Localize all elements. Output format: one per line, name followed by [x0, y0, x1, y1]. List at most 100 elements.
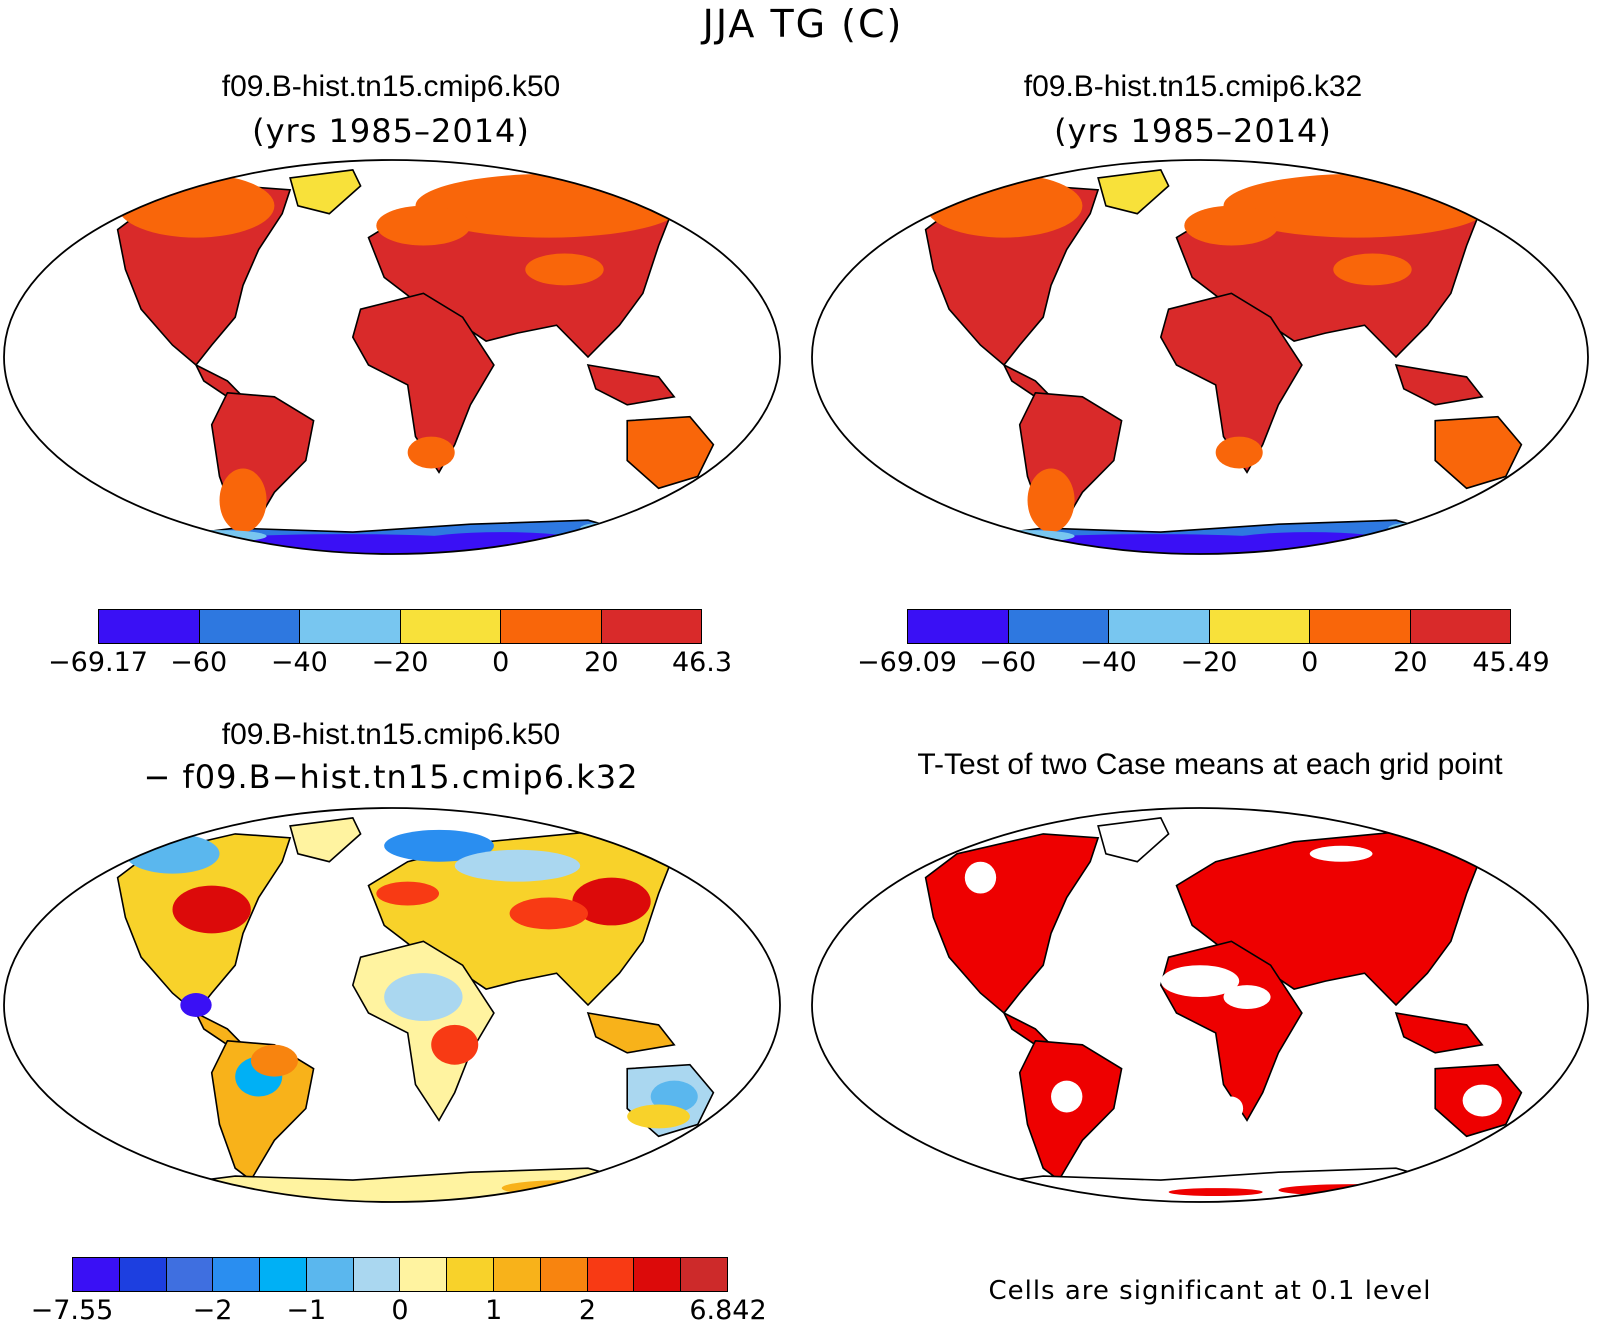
panel4-map — [811, 807, 1589, 1203]
panel2-subtitle: (yrs 1985–2014) — [1054, 112, 1332, 150]
figure-title: JJA TG (C) — [702, 2, 904, 46]
colorbar-swatch — [681, 1258, 727, 1291]
field-patch — [1168, 1188, 1263, 1197]
colorbar-tick-label: −60 — [170, 647, 228, 678]
field-patch — [580, 522, 643, 535]
map-border — [811, 159, 1589, 555]
field-patch — [376, 205, 471, 246]
field-patch — [250, 1044, 298, 1077]
colorbar-swatch — [1410, 610, 1510, 643]
colorbar-tick-label: −2 — [192, 1295, 233, 1326]
colorbar-tick-label: 20 — [1393, 647, 1428, 678]
colorbar-swatch — [73, 1258, 120, 1291]
colorbar-tick-label: 1 — [485, 1295, 503, 1326]
land-australia — [626, 415, 715, 490]
land-africa — [351, 940, 495, 1122]
colorbar-swatch — [634, 1258, 682, 1291]
panel4-title: T-Test of two Case means at each grid po… — [917, 748, 1503, 781]
colorbar-swatch — [908, 610, 1009, 643]
field-patch — [376, 881, 440, 906]
colorbar-tick-label: −20 — [371, 647, 429, 678]
significance-note: Cells are significant at 0.1 level — [988, 1276, 1432, 1306]
field-patch — [964, 861, 997, 894]
panel1-map — [3, 159, 781, 555]
field-patch — [501, 1180, 628, 1197]
field-patch — [164, 1182, 228, 1195]
field-patch — [572, 877, 651, 926]
panel3-colorbar — [72, 1257, 728, 1292]
colorbar-tick-label: 46.3 — [671, 647, 733, 678]
field-patch — [1219, 1096, 1244, 1121]
colorbar-tick-label: −1 — [286, 1295, 327, 1326]
colorbar-tick-label: 2 — [578, 1295, 597, 1326]
colorbar-swatch — [447, 1258, 495, 1291]
colorbar-swatch — [166, 1258, 214, 1291]
colorbar-swatch — [353, 1258, 401, 1291]
panel1-colorbar — [98, 609, 702, 644]
colorbar-swatch — [99, 610, 200, 643]
colorbar-swatch — [494, 1258, 541, 1291]
colorbar-swatch — [199, 610, 300, 643]
land-seAsia — [586, 1011, 676, 1054]
field-patch — [454, 849, 581, 882]
field-patch — [384, 829, 494, 862]
colorbar-tick-label: −60 — [979, 647, 1037, 678]
colorbar-tick-label: −7.55 — [30, 1295, 114, 1326]
field-patch — [1462, 1084, 1502, 1117]
colorbar-swatch — [587, 1258, 635, 1291]
panel1-subtitle: (yrs 1985–2014) — [252, 112, 530, 150]
field-patch — [384, 973, 463, 1021]
field-patch — [650, 1080, 698, 1113]
colorbar-tick-label: 45.49 — [1472, 647, 1550, 678]
panel3-subtitle: − f09.B−hist.tn15.cmip6.k32 — [143, 758, 639, 796]
land-greenland — [289, 817, 362, 863]
field-patch — [431, 1024, 479, 1065]
map-border — [811, 807, 1589, 1203]
field-patch — [172, 885, 251, 934]
land-greenland — [1097, 169, 1170, 215]
field-patch — [1309, 845, 1373, 862]
field-patch — [180, 993, 212, 1017]
field-patch — [125, 833, 220, 874]
map-border — [3, 807, 781, 1203]
panel2-title: f09.B-hist.tn15.cmip6.k32 — [1023, 70, 1363, 103]
field-patch — [627, 1104, 690, 1129]
field-patch — [1333, 253, 1412, 286]
field-patch — [1051, 1080, 1083, 1113]
field-patch — [1388, 522, 1451, 535]
land-greenland — [1097, 817, 1170, 863]
field-patch — [1184, 205, 1279, 246]
field-patch — [407, 436, 455, 469]
colorbar-swatch — [300, 610, 401, 643]
panel3-map — [3, 807, 781, 1203]
colorbar-swatch — [601, 610, 701, 643]
colorbar-tick-label: 0 — [391, 1295, 409, 1326]
field-patch — [219, 468, 267, 533]
panel2-map — [811, 159, 1589, 555]
field-patch — [525, 253, 604, 286]
colorbar-swatch — [213, 1258, 261, 1291]
colorbar-swatch — [1008, 610, 1109, 643]
field-patch — [1215, 436, 1263, 469]
field-patch — [509, 897, 588, 930]
colorbar-tick-label: −20 — [1180, 647, 1238, 678]
colorbar-swatch — [400, 610, 501, 643]
field-patch — [1223, 985, 1271, 1009]
colorbar-swatch — [260, 1258, 307, 1291]
colorbar-tick-label: 6.842 — [689, 1295, 767, 1326]
colorbar-swatch — [119, 1258, 167, 1291]
field-patch — [1160, 965, 1240, 998]
colorbar-swatch — [540, 1258, 588, 1291]
land-seAsia — [586, 363, 676, 406]
colorbar-tick-label: 20 — [584, 647, 619, 678]
panel3-title: f09.B-hist.tn15.cmip6.k50 — [221, 718, 561, 751]
colorbar-swatch — [501, 610, 602, 643]
panel1-title: f09.B-hist.tn15.cmip6.k50 — [221, 70, 561, 103]
colorbar-swatch — [1209, 610, 1310, 643]
colorbar-tick-label: −69.17 — [48, 647, 148, 678]
colorbar-tick-label: 0 — [1301, 647, 1319, 678]
panel2-colorbar — [907, 609, 1511, 644]
colorbar-swatch — [1310, 610, 1411, 643]
colorbar-tick-label: −69.09 — [857, 647, 957, 678]
map-land-group — [924, 817, 1523, 1202]
